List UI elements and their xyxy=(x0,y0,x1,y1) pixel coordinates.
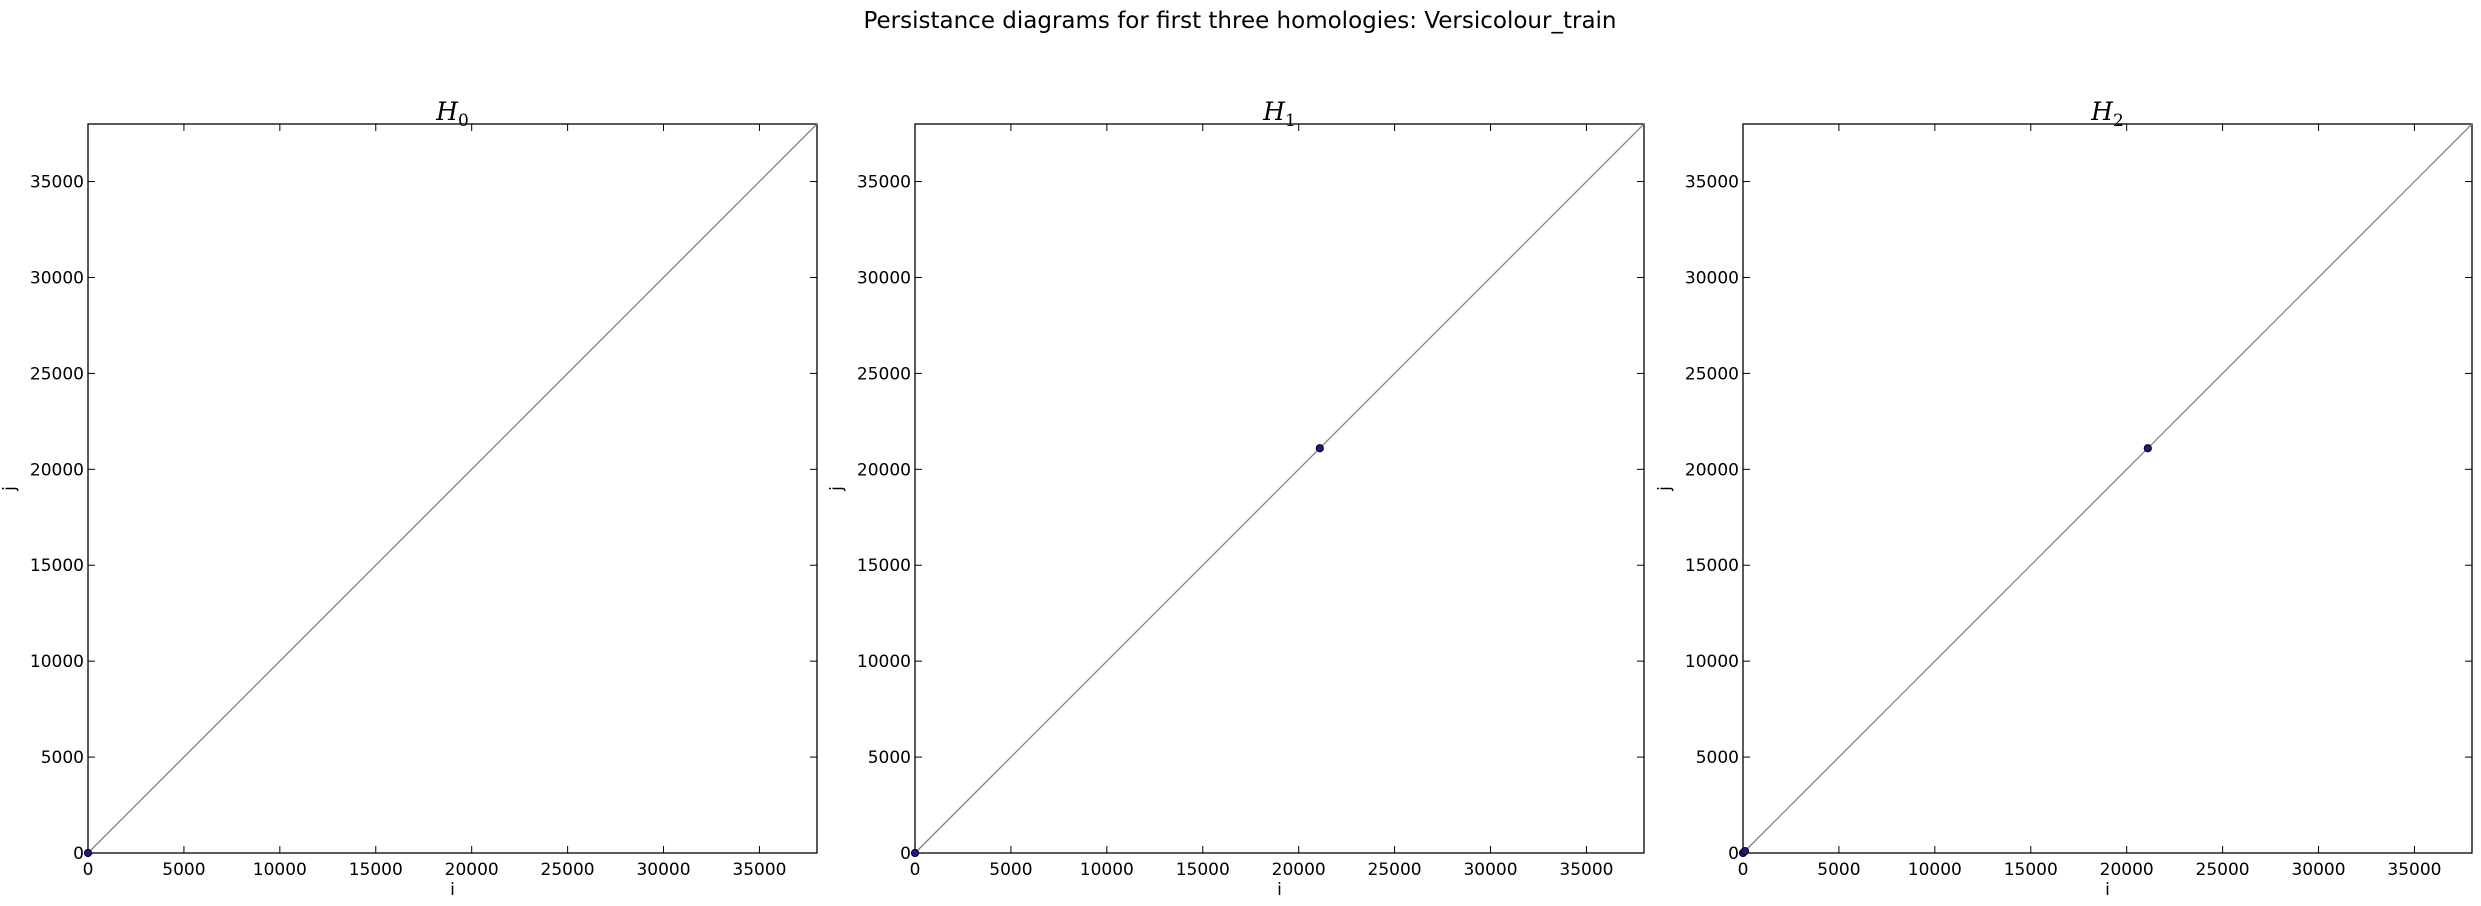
y-axis-label-h0: j xyxy=(0,486,20,492)
x-tick-label: 5000 xyxy=(989,860,1032,880)
panel-h2: 0 5000 10000 15000 20000 25000 30000 35000 0 5000… xyxy=(1655,97,2473,900)
y-tick-label: 15000 xyxy=(857,556,911,576)
x-tick-label: 30000 xyxy=(2291,860,2345,880)
panel-title-h1: H1 xyxy=(1262,97,1296,131)
x-tick-label: 20000 xyxy=(1272,860,1326,880)
x-tick-label: 25000 xyxy=(1368,860,1422,880)
y-tick-label: 10000 xyxy=(857,652,911,672)
y-tick-label: 0 xyxy=(900,844,911,864)
panel-title-sub-h1: 1 xyxy=(1285,111,1296,131)
x-tick-label: 35000 xyxy=(1559,860,1613,880)
x-axis-label-h2: i xyxy=(2105,880,2110,900)
y-tick-label: 5000 xyxy=(41,748,84,768)
x-tick-label: 35000 xyxy=(2387,860,2441,880)
x-tick-label: 0 xyxy=(1738,860,1749,880)
panel-title-main-h0: H xyxy=(435,97,459,126)
x-tick-label: 35000 xyxy=(732,860,786,880)
diagonal-line-h2 xyxy=(1742,123,2473,854)
x-tick-label: 25000 xyxy=(2196,860,2250,880)
x-tick-label: 15000 xyxy=(1176,860,1230,880)
y-tick-label: 10000 xyxy=(1685,652,1739,672)
y-axis-label-h1: j xyxy=(827,486,847,492)
x-tick-label: 5000 xyxy=(1817,860,1860,880)
y-tick-label: 15000 xyxy=(30,556,84,576)
x-tick-label: 30000 xyxy=(636,860,690,880)
panel-h0: 0 5000 10000 15000 20000 25000 30000 35000 0 5000… xyxy=(0,97,818,900)
panel-h1: 0 5000 10000 15000 20000 25000 30000 35000 0 5000… xyxy=(827,97,1645,900)
x-axis-label-h1: i xyxy=(1277,880,1282,900)
y-tick-label: 25000 xyxy=(857,364,911,384)
y-tick-label: 20000 xyxy=(857,460,911,480)
y-tick-label: 0 xyxy=(1728,844,1739,864)
data-point-h1 xyxy=(1315,444,1324,453)
x-tick-label: 20000 xyxy=(445,860,499,880)
y-tick-label: 5000 xyxy=(868,748,911,768)
y-axis-label-h2: j xyxy=(1655,486,1675,492)
x-tick-label: 0 xyxy=(83,860,94,880)
panel-title-sub-h2: 2 xyxy=(2113,111,2124,131)
x-tick-label: 25000 xyxy=(541,860,595,880)
y-tick-label: 30000 xyxy=(1685,268,1739,288)
figure-suptitle: Persistance diagrams for first three hom… xyxy=(863,8,1616,34)
y-tick-label: 20000 xyxy=(1685,460,1739,480)
y-tick-label: 15000 xyxy=(1685,556,1739,576)
y-tick-label: 35000 xyxy=(30,173,84,193)
x-axis-label-h0: i xyxy=(450,880,455,900)
panels-group: 0 5000 10000 15000 20000 25000 30000 3500005000… xyxy=(0,97,2473,900)
y-tick-label: 10000 xyxy=(30,652,84,672)
y-tick-label: 35000 xyxy=(1685,173,1739,193)
data-point-h0 xyxy=(83,848,93,858)
y-tick-label: 30000 xyxy=(857,268,911,288)
y-tick-label: 0 xyxy=(73,844,84,864)
x-tick-label: 30000 xyxy=(1463,860,1517,880)
x-tick-label: 10000 xyxy=(1080,860,1134,880)
y-tick-label: 5000 xyxy=(1696,748,1739,768)
panel-title-h2: H2 xyxy=(2090,97,2124,131)
x-tick-label: 0 xyxy=(910,860,921,880)
x-tick-label: 10000 xyxy=(1908,860,1962,880)
data-point-h1 xyxy=(910,848,920,858)
panel-title-h0: H0 xyxy=(435,97,469,131)
diagonal-line-h1 xyxy=(914,123,1645,854)
x-tick-label: 10000 xyxy=(253,860,307,880)
data-point-h2 xyxy=(1740,846,1750,856)
panel-title-main-h2: H xyxy=(2090,97,2114,126)
y-tick-label: 35000 xyxy=(857,173,911,193)
x-tick-label: 15000 xyxy=(2004,860,2058,880)
y-tick-label: 30000 xyxy=(30,268,84,288)
panel-title-sub-h0: 0 xyxy=(458,111,469,131)
diagonal-line-h0 xyxy=(87,123,818,854)
data-point-h2 xyxy=(2143,444,2152,453)
x-tick-label: 20000 xyxy=(2100,860,2154,880)
y-tick-label: 25000 xyxy=(30,364,84,384)
panel-title-main-h1: H xyxy=(1262,97,1286,126)
x-tick-label: 15000 xyxy=(349,860,403,880)
y-tick-label: 25000 xyxy=(1685,364,1739,384)
x-tick-label: 5000 xyxy=(162,860,205,880)
y-tick-label: 20000 xyxy=(30,460,84,480)
